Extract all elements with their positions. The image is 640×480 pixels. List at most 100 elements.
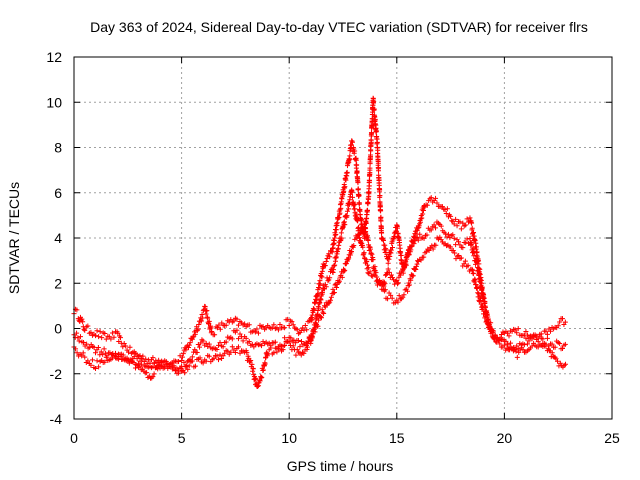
data-point — [198, 318, 204, 324]
data-point — [250, 366, 256, 372]
data-point — [394, 225, 400, 231]
data-point — [234, 327, 240, 333]
data-point — [222, 350, 228, 356]
data-point — [94, 328, 100, 334]
data-point — [347, 153, 353, 159]
data-point — [400, 294, 406, 300]
data-point — [155, 366, 161, 372]
data-point — [182, 370, 188, 376]
data-point — [346, 206, 352, 212]
data-point — [120, 352, 126, 358]
data-point — [256, 383, 262, 389]
data-point — [417, 231, 423, 237]
data-point — [492, 332, 498, 338]
data-point — [332, 232, 338, 238]
data-point — [328, 297, 334, 303]
data-point — [117, 335, 123, 341]
data-point — [237, 331, 243, 337]
data-point — [326, 300, 332, 306]
data-point — [408, 277, 414, 283]
data-point — [81, 339, 87, 345]
tick-labels: -4 -2 0 2 4 6 8 10 12 0 5 10 15 20 25 — [46, 49, 620, 446]
data-point — [448, 213, 454, 219]
data-point — [543, 328, 549, 334]
data-point — [458, 255, 464, 261]
x-tick-label: 20 — [497, 430, 513, 446]
data-point — [344, 208, 350, 214]
data-point — [481, 311, 487, 317]
data-point — [479, 286, 485, 292]
data-point — [282, 335, 288, 341]
data-point — [313, 297, 319, 303]
data-point — [474, 285, 480, 291]
data-point — [220, 344, 226, 350]
data-point — [186, 342, 192, 348]
data-point — [115, 330, 121, 336]
data-point — [367, 269, 373, 275]
data-point — [217, 340, 223, 346]
y-tick-label: 6 — [54, 185, 62, 201]
data-point — [99, 335, 105, 341]
data-point — [177, 366, 183, 372]
data-point — [418, 257, 424, 263]
data-point — [331, 290, 337, 296]
data-point — [426, 248, 432, 254]
data-point — [74, 330, 80, 336]
data-point — [383, 247, 389, 253]
data-point — [364, 207, 370, 213]
data-point — [101, 346, 107, 352]
data-point — [282, 342, 288, 348]
data-point — [506, 333, 512, 339]
data-point — [549, 350, 555, 356]
data-point — [451, 221, 457, 227]
data-point — [397, 272, 403, 278]
data-point — [433, 225, 439, 231]
data-point — [389, 275, 395, 281]
data-point — [355, 186, 361, 192]
data-point — [361, 250, 367, 256]
data-point — [412, 238, 418, 244]
data-point — [354, 169, 360, 175]
data-point — [288, 335, 294, 341]
data-point — [74, 350, 80, 356]
data-point — [413, 263, 419, 269]
data-point — [126, 349, 132, 355]
data-point — [185, 366, 191, 372]
data-point — [535, 339, 541, 345]
y-tick-label: 8 — [54, 140, 62, 156]
data-point — [304, 344, 310, 350]
data-point — [102, 330, 108, 336]
data-point — [503, 338, 509, 344]
data-point — [179, 354, 185, 360]
data-point — [325, 278, 331, 284]
data-point — [555, 323, 561, 329]
data-point — [473, 244, 479, 250]
data-point — [165, 365, 171, 371]
data-point — [137, 353, 143, 359]
data-point — [514, 354, 520, 360]
data-point — [382, 287, 388, 293]
data-point — [275, 346, 281, 352]
data-point — [315, 323, 321, 329]
data-point — [451, 235, 457, 241]
data-point — [423, 249, 429, 255]
data-point — [327, 254, 333, 260]
data-point — [470, 271, 476, 277]
data-point — [187, 340, 193, 346]
data-point — [240, 338, 246, 344]
data-point — [524, 341, 530, 347]
data-point — [411, 241, 417, 247]
data-point — [443, 211, 449, 217]
data-point — [413, 267, 419, 273]
data-point — [349, 139, 355, 145]
data-point — [472, 277, 478, 283]
data-point — [268, 345, 274, 351]
data-point — [272, 345, 278, 351]
data-point — [429, 243, 435, 249]
data-point — [428, 227, 434, 233]
data-point — [379, 281, 385, 287]
data-point — [549, 341, 555, 347]
data-point — [229, 344, 235, 350]
data-point — [88, 329, 94, 335]
